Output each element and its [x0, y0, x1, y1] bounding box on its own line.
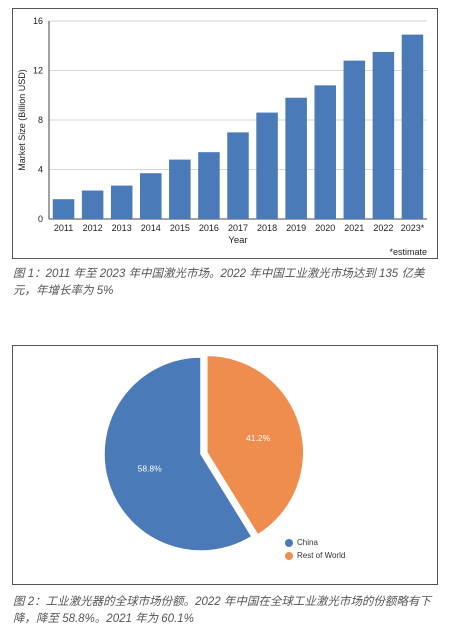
y-axis-label: Market Size (Billion USD) [17, 69, 27, 171]
bar [198, 152, 220, 219]
legend-swatch [285, 551, 293, 560]
bar [227, 132, 249, 219]
y-tick-label: 0 [38, 214, 43, 224]
y-tick-label: 12 [33, 66, 43, 76]
x-tick-label: 2017 [228, 223, 248, 233]
x-tick-label: 2018 [257, 223, 277, 233]
legend-item: China [285, 536, 345, 549]
estimate-note: *estimate [389, 247, 427, 257]
figure1-caption: 图 1：2011 年至 2023 年中国激光市场。2022 年中国工业激光市场达… [13, 268, 425, 297]
bar [140, 173, 162, 219]
bar [256, 112, 278, 219]
pie-slice [103, 356, 253, 552]
x-tick-label: 2019 [286, 223, 306, 233]
x-tick-label: 2023* [401, 223, 425, 233]
legend-label: Rest of World [297, 551, 346, 560]
x-tick-label: 2012 [83, 223, 103, 233]
bar [314, 85, 336, 219]
y-tick-label: 8 [38, 115, 43, 125]
x-tick-label: 2011 [54, 223, 73, 233]
y-tick-label: 16 [33, 16, 43, 26]
bar [81, 190, 104, 219]
bar [285, 97, 307, 219]
bar-chart-panel: 0 4 8 12 16 2011 2012 2013 2014 2015 2016 2017 2018 2… [12, 8, 438, 259]
pie-chart-panel: 58.8% 41.2% China Rest of World [12, 345, 438, 585]
pie-slice-label: 41.2% [246, 433, 271, 443]
x-tick-label: 2016 [199, 223, 219, 233]
legend-label: China [297, 538, 318, 547]
bar [110, 185, 133, 219]
bar [372, 51, 395, 219]
x-tick-label: 2021 [344, 223, 364, 233]
y-tick-label: 4 [38, 165, 43, 175]
figure2-caption: 图 2：工业激光器的全球市场份额。2022 年中国在全球工业激光市场的份额略有下… [13, 596, 431, 625]
pie-legend: China Rest of World [285, 536, 345, 562]
pie-slice-label: 58.8% [138, 464, 163, 474]
legend-item: Rest of World [285, 549, 345, 562]
pie-chart: 58.8% 41.2% [103, 354, 305, 552]
x-tick-label: 2013 [112, 223, 132, 233]
x-tick-label: 2015 [170, 223, 190, 233]
pie-slice [206, 354, 305, 536]
x-tick-label: 2020 [315, 223, 335, 233]
x-tick-label: 2022 [373, 223, 393, 233]
bar [169, 159, 191, 219]
x-tick-label: 2014 [141, 223, 161, 233]
x-axis-label: Year [228, 235, 247, 246]
bar [343, 60, 366, 219]
bar [52, 199, 75, 219]
legend-swatch [285, 538, 293, 547]
bar-chart: 0 4 8 12 16 2011 2012 2013 2014 2015 2016 2017 2018 2… [17, 16, 427, 257]
bar [401, 34, 424, 219]
